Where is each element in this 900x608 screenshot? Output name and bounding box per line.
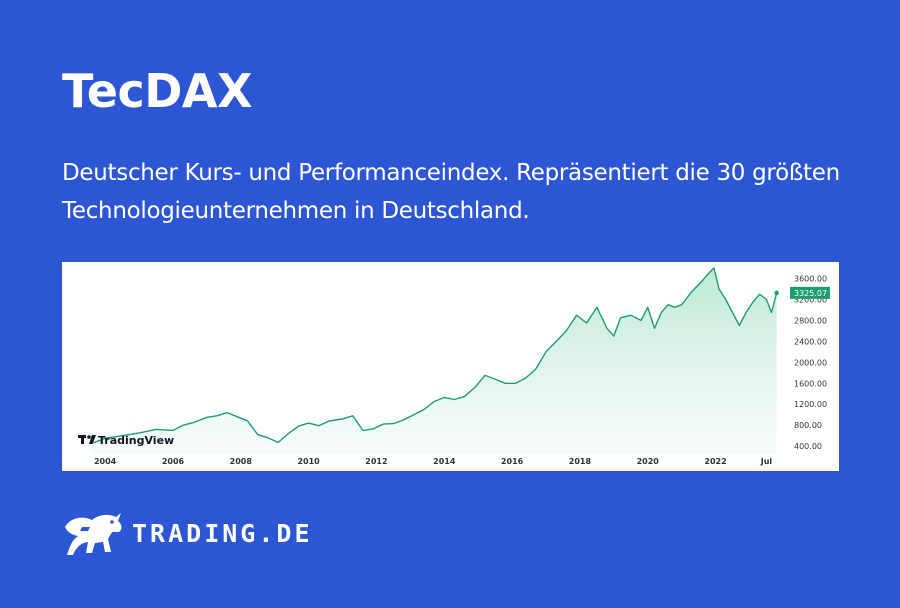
tradingview-text: TradingView	[98, 434, 174, 447]
x-tick-label: 2012	[365, 457, 387, 466]
y-tick-label: 1600.00	[794, 379, 827, 388]
y-tick-label: 2800.00	[794, 316, 827, 325]
chart-svg: 3600.00 3200.00 2800.00 2400.00 2000.00 1600.…	[78, 267, 830, 466]
tradingview-logo-icon	[78, 435, 96, 444]
x-tick-label: 2020	[637, 457, 660, 466]
page-title: TecDAX	[62, 64, 252, 118]
x-tick-label: 2018	[569, 457, 592, 466]
page-subtitle: Deutscher Kurs- und Performanceindex. Re…	[62, 160, 840, 224]
bull-icon	[65, 513, 122, 555]
x-tick-label: 2006	[162, 457, 185, 466]
series-area	[91, 268, 777, 454]
x-tick-label: 2004	[94, 457, 117, 466]
y-tick-label: 3600.00	[794, 274, 827, 283]
y-tick-label: 400.00	[794, 442, 822, 451]
y-tick-label: 3200.00	[794, 295, 827, 304]
brand-logo: TRADING.DE	[62, 508, 313, 558]
tradingview-watermark: TradingView	[78, 434, 174, 447]
brand-name: TRADING.DE	[132, 518, 313, 548]
series-line	[91, 267, 778, 445]
tecdax-chart: 3600.00 3200.00 2800.00 2400.00 2000.00 1600.…	[62, 262, 839, 471]
x-tick-label: 2014	[433, 457, 456, 466]
last-price-badge	[790, 286, 830, 299]
x-tick-label: 2016	[501, 457, 524, 466]
y-tick-label: 2400.00	[794, 337, 827, 346]
x-tick-label: 2010	[297, 457, 320, 466]
y-tick-label: 800.00	[794, 421, 822, 430]
x-tick-label: 2022	[704, 457, 726, 466]
y-tick-label: 1200.00	[794, 400, 827, 409]
x-tick-label: Jul	[760, 457, 773, 466]
y-tick-label: 2000.00	[794, 358, 827, 367]
last-point	[774, 290, 779, 296]
last-price-label: 3325.07	[794, 289, 827, 298]
x-tick-label: 2008	[230, 457, 253, 466]
